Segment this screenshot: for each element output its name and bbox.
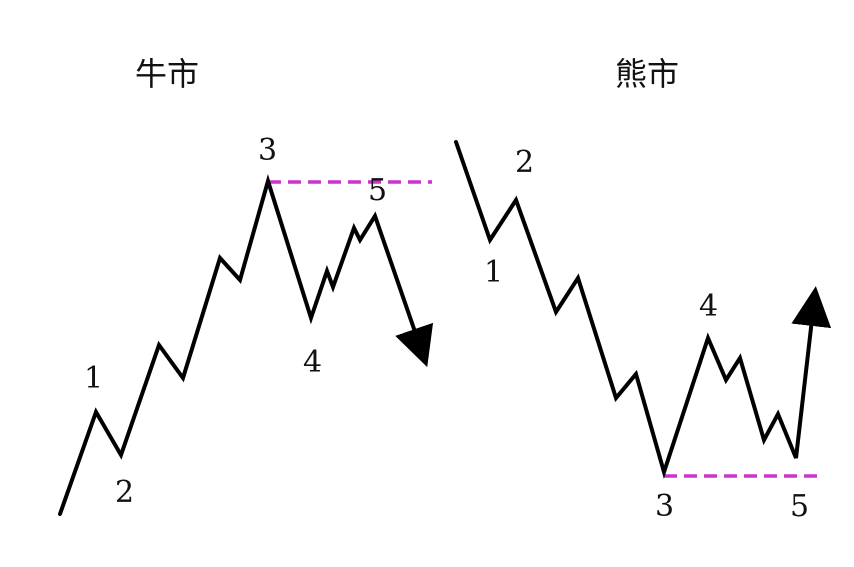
bear-market-panel: 熊市 1 2 3 4 5 <box>454 55 832 524</box>
bear-wave-label-5: 5 <box>790 489 809 524</box>
bull-wave-path <box>58 174 434 516</box>
bear-market-title: 熊市 <box>615 55 679 93</box>
bull-market-title: 牛市 <box>135 55 199 93</box>
bear-wave-label-1: 1 <box>484 255 503 290</box>
bear-wave-path <box>454 140 832 479</box>
bull-wave-label-4: 4 <box>303 345 322 380</box>
bull-market-panel: 牛市 1 2 3 4 5 <box>58 55 434 516</box>
bear-wave-label-4: 4 <box>699 289 718 324</box>
bull-wave-label-5: 5 <box>368 173 387 208</box>
bear-wave-label-3: 3 <box>655 489 674 524</box>
bull-wave-label-2: 2 <box>115 475 134 510</box>
bear-wave-label-2: 2 <box>515 145 534 180</box>
bull-wave-label-3: 3 <box>258 133 277 168</box>
bull-wave-label-1: 1 <box>84 361 103 396</box>
